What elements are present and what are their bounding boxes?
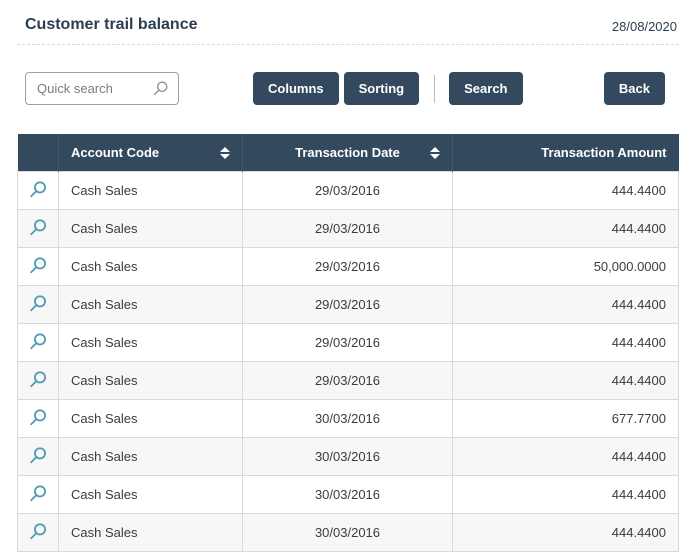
magnifier-icon (28, 522, 48, 542)
report-date: 28/08/2020 (612, 19, 679, 34)
row-view-cell (18, 400, 59, 438)
quick-search-input[interactable] (35, 80, 152, 97)
magnifier-icon (28, 256, 48, 276)
header-transaction-date-label: Transaction Date (295, 145, 400, 160)
magnifier-icon (28, 446, 48, 466)
table-row: Cash Sales 29/03/2016 444.4400 (18, 210, 679, 248)
transaction-amount-cell: 444.4400 (453, 210, 679, 248)
table-row: Cash Sales 30/03/2016 677.7700 (18, 400, 679, 438)
transaction-amount-cell: 444.4400 (453, 438, 679, 476)
sort-arrows-icon[interactable] (430, 147, 440, 159)
table-body: Cash Sales 29/03/2016 444.4400 Cash Sale… (18, 172, 679, 552)
table-row: Cash Sales 29/03/2016 444.4400 (18, 286, 679, 324)
sorting-button[interactable]: Sorting (344, 72, 420, 105)
header-transaction-amount: Transaction Amount (453, 134, 679, 172)
transaction-date-cell: 30/03/2016 (243, 400, 453, 438)
transaction-amount-cell: 444.4400 (453, 362, 679, 400)
transaction-amount-cell: 677.7700 (453, 400, 679, 438)
account-code-cell: Cash Sales (59, 172, 243, 210)
magnifier-icon (28, 370, 48, 390)
account-code-cell: Cash Sales (59, 514, 243, 552)
transaction-amount-cell: 444.4400 (453, 514, 679, 552)
account-code-cell: Cash Sales (59, 476, 243, 514)
transaction-amount-cell: 444.4400 (453, 172, 679, 210)
row-view-button[interactable] (26, 254, 50, 278)
row-view-cell (18, 362, 59, 400)
account-code-cell: Cash Sales (59, 324, 243, 362)
table-row: Cash Sales 30/03/2016 444.4400 (18, 514, 679, 552)
toolbar: Columns Sorting Search Back (17, 72, 679, 105)
columns-button[interactable]: Columns (253, 72, 339, 105)
row-view-cell (18, 514, 59, 552)
account-code-cell: Cash Sales (59, 400, 243, 438)
row-view-button[interactable] (26, 520, 50, 544)
back-button[interactable]: Back (604, 72, 665, 105)
transaction-date-cell: 29/03/2016 (243, 172, 453, 210)
row-view-cell (18, 210, 59, 248)
table-header-row: Account Code Transaction Date Transactio… (18, 134, 679, 172)
row-view-button[interactable] (26, 368, 50, 392)
transaction-date-cell: 29/03/2016 (243, 210, 453, 248)
row-view-cell (18, 172, 59, 210)
transaction-date-cell: 29/03/2016 (243, 362, 453, 400)
transaction-date-cell: 30/03/2016 (243, 514, 453, 552)
search-button[interactable]: Search (449, 72, 522, 105)
row-view-cell (18, 286, 59, 324)
table-row: Cash Sales 30/03/2016 444.4400 (18, 438, 679, 476)
row-view-button[interactable] (26, 216, 50, 240)
table-row: Cash Sales 29/03/2016 50,000.0000 (18, 248, 679, 286)
sort-arrows-icon[interactable] (220, 147, 230, 159)
magnifier-icon (28, 332, 48, 352)
transaction-date-cell: 29/03/2016 (243, 324, 453, 362)
row-view-button[interactable] (26, 330, 50, 354)
row-view-cell (18, 324, 59, 362)
header-icon-column (18, 134, 59, 172)
account-code-cell: Cash Sales (59, 248, 243, 286)
row-view-button[interactable] (26, 178, 50, 202)
row-view-button[interactable] (26, 406, 50, 430)
transaction-date-cell: 30/03/2016 (243, 476, 453, 514)
header-transaction-date[interactable]: Transaction Date (243, 134, 453, 172)
transaction-date-cell: 30/03/2016 (243, 438, 453, 476)
row-view-button[interactable] (26, 482, 50, 506)
transaction-amount-cell: 444.4400 (453, 324, 679, 362)
quick-search-box[interactable] (25, 72, 179, 105)
header-account-code-label: Account Code (71, 145, 159, 160)
transaction-date-cell: 29/03/2016 (243, 248, 453, 286)
customer-trail-balance-page: Customer trail balance 28/08/2020 Column… (0, 0, 696, 552)
page-header: Customer trail balance 28/08/2020 (17, 0, 679, 45)
page-title: Customer trail balance (25, 16, 198, 34)
table-row: Cash Sales 30/03/2016 444.4400 (18, 476, 679, 514)
row-view-cell (18, 248, 59, 286)
header-transaction-amount-label: Transaction Amount (541, 145, 666, 160)
toolbar-divider (434, 75, 435, 103)
transactions-table: Account Code Transaction Date Transactio… (17, 134, 679, 552)
row-view-button[interactable] (26, 292, 50, 316)
transaction-date-cell: 29/03/2016 (243, 286, 453, 324)
magnifier-icon (28, 408, 48, 428)
magnifier-icon (28, 484, 48, 504)
row-view-cell (18, 438, 59, 476)
account-code-cell: Cash Sales (59, 438, 243, 476)
transaction-amount-cell: 444.4400 (453, 286, 679, 324)
transaction-amount-cell: 50,000.0000 (453, 248, 679, 286)
table-row: Cash Sales 29/03/2016 444.4400 (18, 362, 679, 400)
magnifier-icon (28, 294, 48, 314)
account-code-cell: Cash Sales (59, 210, 243, 248)
account-code-cell: Cash Sales (59, 362, 243, 400)
account-code-cell: Cash Sales (59, 286, 243, 324)
header-account-code[interactable]: Account Code (59, 134, 243, 172)
magnifier-icon (28, 218, 48, 238)
search-icon (152, 80, 169, 97)
row-view-cell (18, 476, 59, 514)
table-row: Cash Sales 29/03/2016 444.4400 (18, 324, 679, 362)
row-view-button[interactable] (26, 444, 50, 468)
table-row: Cash Sales 29/03/2016 444.4400 (18, 172, 679, 210)
magnifier-icon (28, 180, 48, 200)
transaction-amount-cell: 444.4400 (453, 476, 679, 514)
